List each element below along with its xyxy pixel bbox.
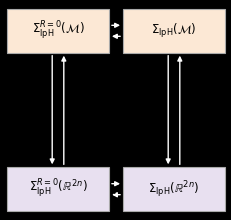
FancyBboxPatch shape xyxy=(7,9,109,53)
Text: $\Sigma_{\mathrm{lpH}}(\mathbb{R}^{2n})$: $\Sigma_{\mathrm{lpH}}(\mathbb{R}^{2n})$ xyxy=(148,179,199,200)
Text: $\Sigma_{\mathrm{lpH}}^{R=0}(\mathbb{R}^{2n})$: $\Sigma_{\mathrm{lpH}}^{R=0}(\mathbb{R}^… xyxy=(28,178,87,200)
Text: $\Sigma_{\mathrm{lpH}}(\mathcal{M})$: $\Sigma_{\mathrm{lpH}}(\mathcal{M})$ xyxy=(151,22,196,40)
FancyBboxPatch shape xyxy=(7,167,109,211)
FancyBboxPatch shape xyxy=(122,9,224,53)
Text: $\Sigma_{\mathrm{lpH}}^{R=0}(\mathcal{M})$: $\Sigma_{\mathrm{lpH}}^{R=0}(\mathcal{M}… xyxy=(31,20,84,42)
FancyBboxPatch shape xyxy=(122,167,224,211)
